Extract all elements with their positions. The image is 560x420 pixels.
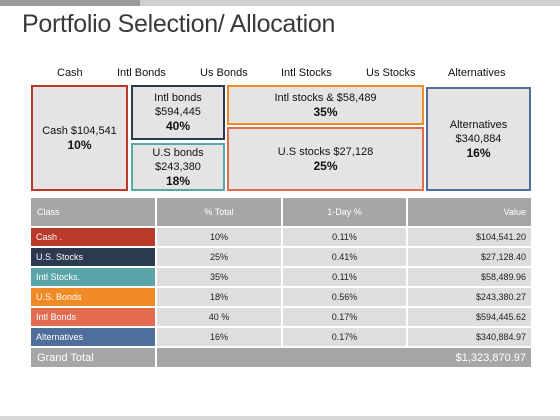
table-row: Cash . 10% 0.11% $104,541.20 (31, 226, 531, 247)
col-header-class: Class (31, 198, 157, 227)
grand-total-row: Grand Total $1,323,870.97 (31, 346, 531, 367)
col-header-value: Value (407, 198, 531, 227)
box-value: $594,445 (155, 106, 201, 118)
table-row: Alternatives 16% 0.17% $340,884.97 (31, 326, 531, 347)
row-value: $340,884.97 (407, 326, 531, 347)
box-label: U.S stocks $27,128 (277, 145, 374, 158)
col-header-total: % Total (156, 198, 283, 227)
legend-intl-bonds: Intl Bonds (117, 67, 166, 79)
row-value: $594,445.62 (407, 306, 531, 327)
row-1day: 0.11% (282, 266, 408, 287)
box-label: Alternatives (449, 118, 508, 131)
row-1day: 0.56% (282, 286, 408, 307)
table-row: U.S. Bonds 18% 0.56% $243,380.27 (31, 286, 531, 307)
row-1day: 0.41% (282, 246, 408, 267)
box-percent: 10% (67, 137, 92, 152)
row-total: 25% (156, 246, 283, 267)
allocation-box-us-bonds: U.S bonds $243,380 18% (131, 143, 225, 191)
row-class: Intl Stocks. (31, 266, 157, 287)
allocation-box-us-stocks: U.S stocks $27,128 25% (227, 127, 424, 191)
row-class: U.S. Stocks (31, 246, 157, 267)
allocation-box-intl-bonds: Intl bonds $594,445 40% (131, 85, 225, 140)
col-header-1day: 1-Day % (282, 198, 408, 227)
grand-total-value: $1,323,870.97 (156, 346, 531, 367)
box-percent: 16% (466, 145, 491, 160)
row-value: $243,380.27 (407, 286, 531, 307)
table-row: Intl Stocks. 35% 0.11% $58,489.96 (31, 266, 531, 287)
legend-us-stocks: Us Stocks (366, 67, 416, 79)
legend-alternatives: Alternatives (448, 67, 506, 79)
row-1day: 0.17% (282, 306, 408, 327)
allocation-box-cash: Cash $104,541 10% (31, 85, 128, 191)
row-total: 18% (156, 286, 283, 307)
box-percent: 18% (165, 173, 191, 188)
box-label: U.S bonds (152, 146, 204, 159)
page-title: Portfolio Selection/ Allocation (22, 10, 336, 38)
box-value: $243,380 (155, 160, 201, 173)
row-total: 40 % (156, 306, 283, 327)
allocation-box-alternatives: Alternatives $340,884 16% (426, 87, 531, 191)
row-total: 35% (156, 266, 283, 287)
row-1day: 0.17% (282, 326, 408, 347)
allocation-table: Class % Total 1-Day % Value Cash . 10% 0… (31, 198, 531, 367)
row-total: 10% (156, 226, 283, 247)
row-class: Intl Bonds (31, 306, 157, 327)
box-percent: 25% (313, 158, 338, 173)
row-total: 16% (156, 326, 283, 347)
legend-us-bonds: Us Bonds (200, 67, 248, 79)
grand-total-label: Grand Total (31, 346, 157, 367)
bottom-accent-bar (0, 416, 560, 420)
box-percent: 40% (165, 119, 191, 133)
row-class: Alternatives (31, 326, 157, 347)
top-accent-bar (0, 0, 560, 6)
row-value: $104,541.20 (407, 226, 531, 247)
legend-cash: Cash (57, 67, 83, 79)
row-class: Cash . (31, 226, 157, 247)
legend-intl-stocks: Intl Stocks (281, 67, 332, 79)
table-row: Intl Bonds 40 % 0.17% $594,445.62 (31, 306, 531, 327)
box-label: Intl stocks & $58,489 (274, 91, 377, 104)
top-accent-bar-dark (0, 0, 140, 6)
row-value: $58,489.96 (407, 266, 531, 287)
allocation-box-intl-stocks: Intl stocks & $58,489 35% (227, 85, 424, 125)
box-value: $340,884 (455, 132, 502, 145)
row-class: U.S. Bonds (31, 286, 157, 307)
table-header-row: Class % Total 1-Day % Value (31, 198, 531, 227)
box-label: Intl bonds (154, 92, 202, 104)
row-1day: 0.11% (282, 226, 408, 247)
row-value: $27,128.40 (407, 246, 531, 267)
box-percent: 35% (313, 104, 338, 119)
box-label: Cash $104,541 (42, 124, 117, 137)
table-row: U.S. Stocks 25% 0.41% $27,128.40 (31, 246, 531, 267)
